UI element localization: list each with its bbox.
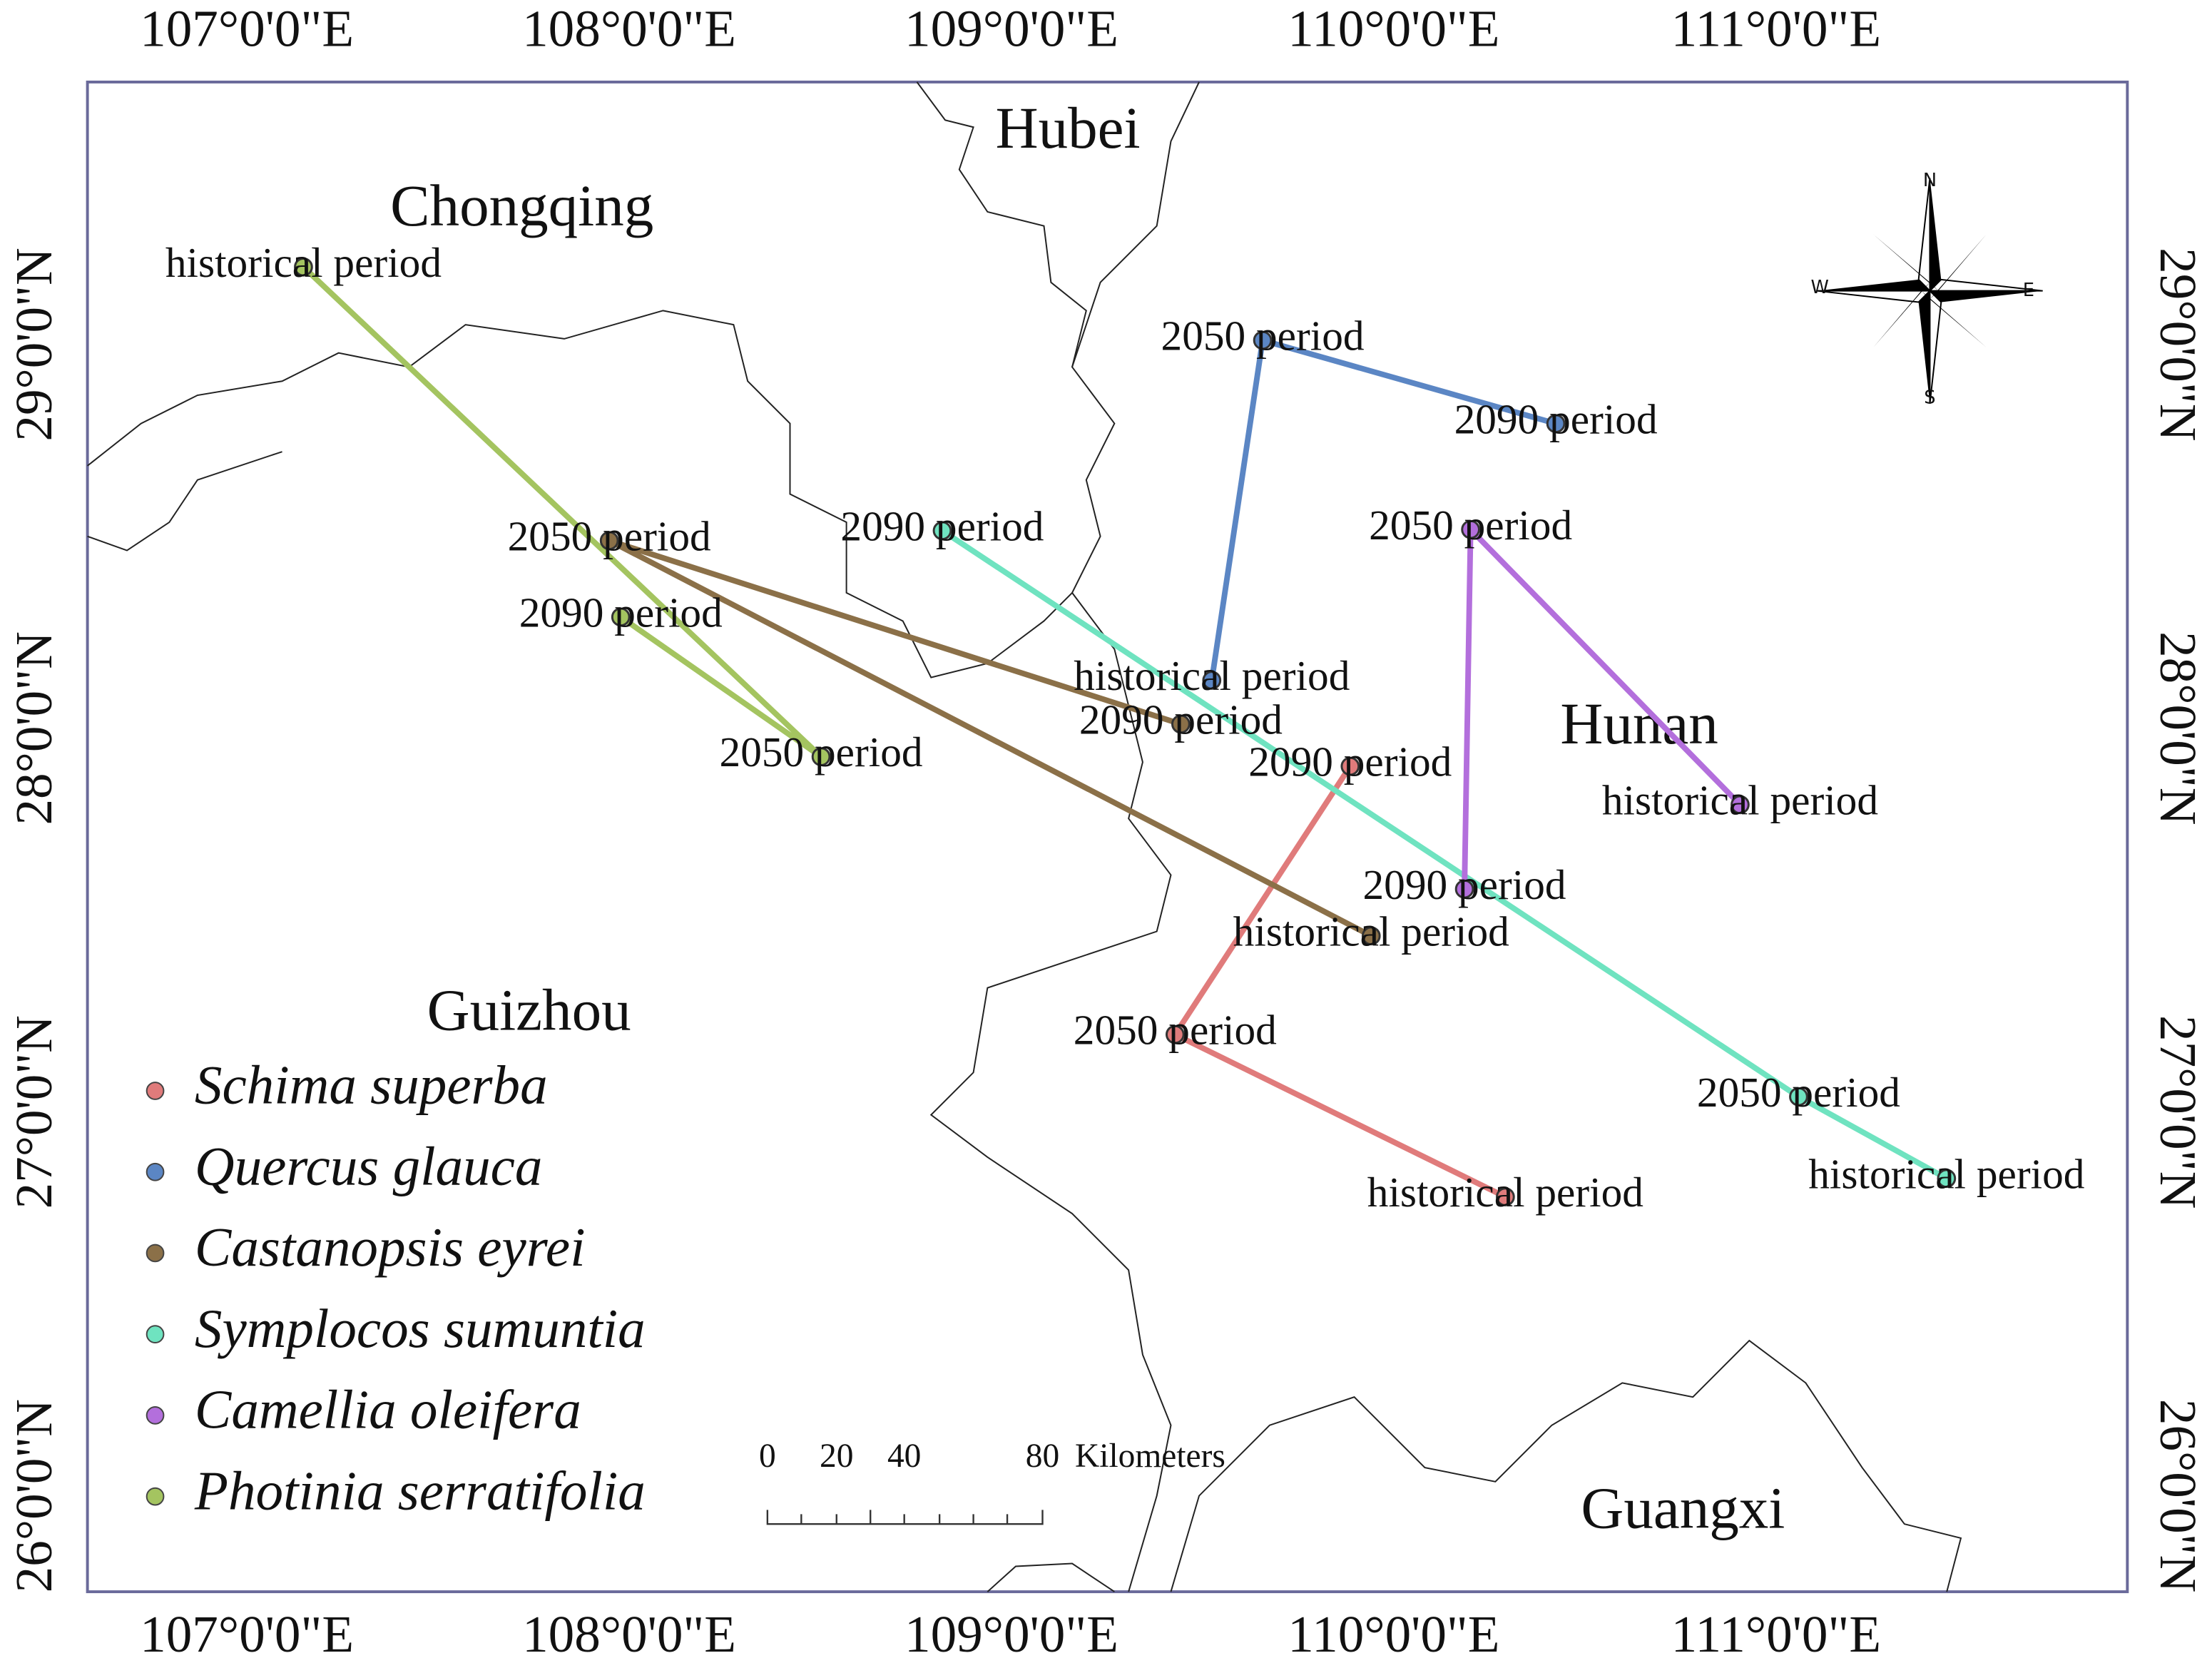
- period-label: 2050 period: [1074, 1007, 1277, 1054]
- centroid-point: [1202, 671, 1222, 690]
- legend-label: Camellia oleifera: [195, 1379, 581, 1440]
- compass-letter: S: [1924, 387, 1935, 408]
- centroid-point: [1731, 795, 1750, 815]
- x-tick-label: 108°0'0"E: [522, 0, 736, 58]
- period-label: 2090 period: [519, 589, 723, 636]
- centroid-point: [599, 531, 619, 551]
- centroid-point: [1340, 756, 1360, 776]
- y-tick-label: 26°0'0"N: [5, 1399, 63, 1592]
- centroid-point: [1546, 414, 1566, 434]
- period-label: 2050 period: [1369, 502, 1572, 549]
- scale-label: Kilometers: [1075, 1438, 1225, 1475]
- x-tick-label: 111°0'0"E: [1671, 0, 1881, 58]
- legend-label: Schima superba: [195, 1054, 548, 1116]
- y-tick-label: 27°0'0"N: [2149, 1015, 2207, 1209]
- legend-label: Castanopsis eyrei: [195, 1216, 586, 1278]
- legend-marker: [146, 1487, 165, 1506]
- period-label: historical period: [1808, 1150, 2084, 1197]
- y-tick-label: 27°0'0"N: [5, 1015, 63, 1209]
- y-tick-label: 29°0'0"N: [5, 248, 63, 441]
- legend-label: Photinia serratifolia: [194, 1460, 646, 1521]
- y-tick-label: 28°0'0"N: [2149, 631, 2207, 825]
- legend-marker: [146, 1325, 165, 1344]
- compass-letter: E: [2023, 280, 2034, 301]
- x-tick-label: 107°0'0"E: [140, 1605, 354, 1663]
- centroid-point: [1461, 519, 1480, 539]
- compass-rose: N S E W: [1811, 170, 2043, 408]
- x-tick-label: 107°0'0"E: [140, 0, 354, 58]
- period-label: 2050 period: [508, 512, 711, 559]
- compass-letter: W: [1811, 277, 1829, 298]
- region-label: Chongqing: [390, 173, 653, 238]
- centroid-point: [932, 521, 952, 541]
- legend-marker: [146, 1406, 165, 1425]
- region-label: Guangxi: [1581, 1475, 1785, 1540]
- period-label: historical period: [1074, 652, 1350, 699]
- scale-label: 40: [887, 1438, 921, 1475]
- centroid-point: [1171, 714, 1191, 734]
- y-tick-label: 29°0'0"N: [2149, 248, 2207, 441]
- y-tick-label: 26°0'0"N: [2149, 1399, 2207, 1592]
- province-borders: [87, 81, 1962, 1592]
- x-tick-label: 110°0'0"E: [1288, 0, 1499, 58]
- centroid-point: [811, 747, 831, 766]
- region-label: Hubei: [996, 95, 1141, 161]
- region-label: Guizhou: [427, 977, 631, 1042]
- centroid-point: [1454, 879, 1474, 899]
- period-label: 2090 period: [1248, 738, 1452, 785]
- period-label: 2090 period: [1079, 696, 1283, 743]
- period-label: historical period: [1233, 907, 1509, 955]
- centroid-point: [1789, 1087, 1808, 1107]
- scale-label: 80: [1026, 1438, 1059, 1475]
- period-label: 2090 period: [1454, 395, 1658, 442]
- period-label: 2090 period: [840, 502, 1044, 549]
- centroid-point: [1937, 1169, 1957, 1189]
- period-label: 2050 period: [1697, 1069, 1900, 1116]
- legend-marker: [146, 1244, 165, 1263]
- period-label: historical period: [1367, 1169, 1643, 1216]
- x-tick-label: 111°0'0"E: [1671, 1605, 1881, 1663]
- scale-bar: 0 20 40 80 Kilometers: [759, 1438, 1225, 1525]
- legend-label: Quercus glauca: [195, 1135, 543, 1196]
- period-label: 2050 period: [1161, 312, 1365, 360]
- centroid-point: [1496, 1187, 1515, 1206]
- x-tick-label: 109°0'0"E: [904, 1605, 1118, 1663]
- period-label: historical period: [165, 239, 442, 286]
- centroid-point: [611, 607, 631, 627]
- x-tick-label: 108°0'0"E: [522, 1605, 736, 1663]
- scale-label: 0: [759, 1438, 776, 1475]
- legend-label: Symplocos sumuntia: [195, 1298, 646, 1359]
- period-label: historical period: [1602, 776, 1878, 823]
- period-label: 2050 period: [720, 728, 923, 776]
- centroid-point: [1361, 926, 1381, 946]
- scale-label: 20: [820, 1438, 853, 1475]
- map-frame: [86, 80, 2129, 1594]
- centroid-point: [1253, 330, 1273, 350]
- legend-marker: [146, 1162, 165, 1181]
- x-tick-label: 110°0'0"E: [1288, 1605, 1499, 1663]
- x-tick-label: 109°0'0"E: [904, 0, 1118, 58]
- centroid-point: [294, 257, 313, 277]
- legend-marker: [146, 1082, 165, 1100]
- centroid-point: [1165, 1024, 1185, 1044]
- compass-letter: N: [1923, 170, 1937, 191]
- period-label: 2090 period: [1363, 861, 1566, 908]
- y-tick-label: 28°0'0"N: [5, 631, 63, 825]
